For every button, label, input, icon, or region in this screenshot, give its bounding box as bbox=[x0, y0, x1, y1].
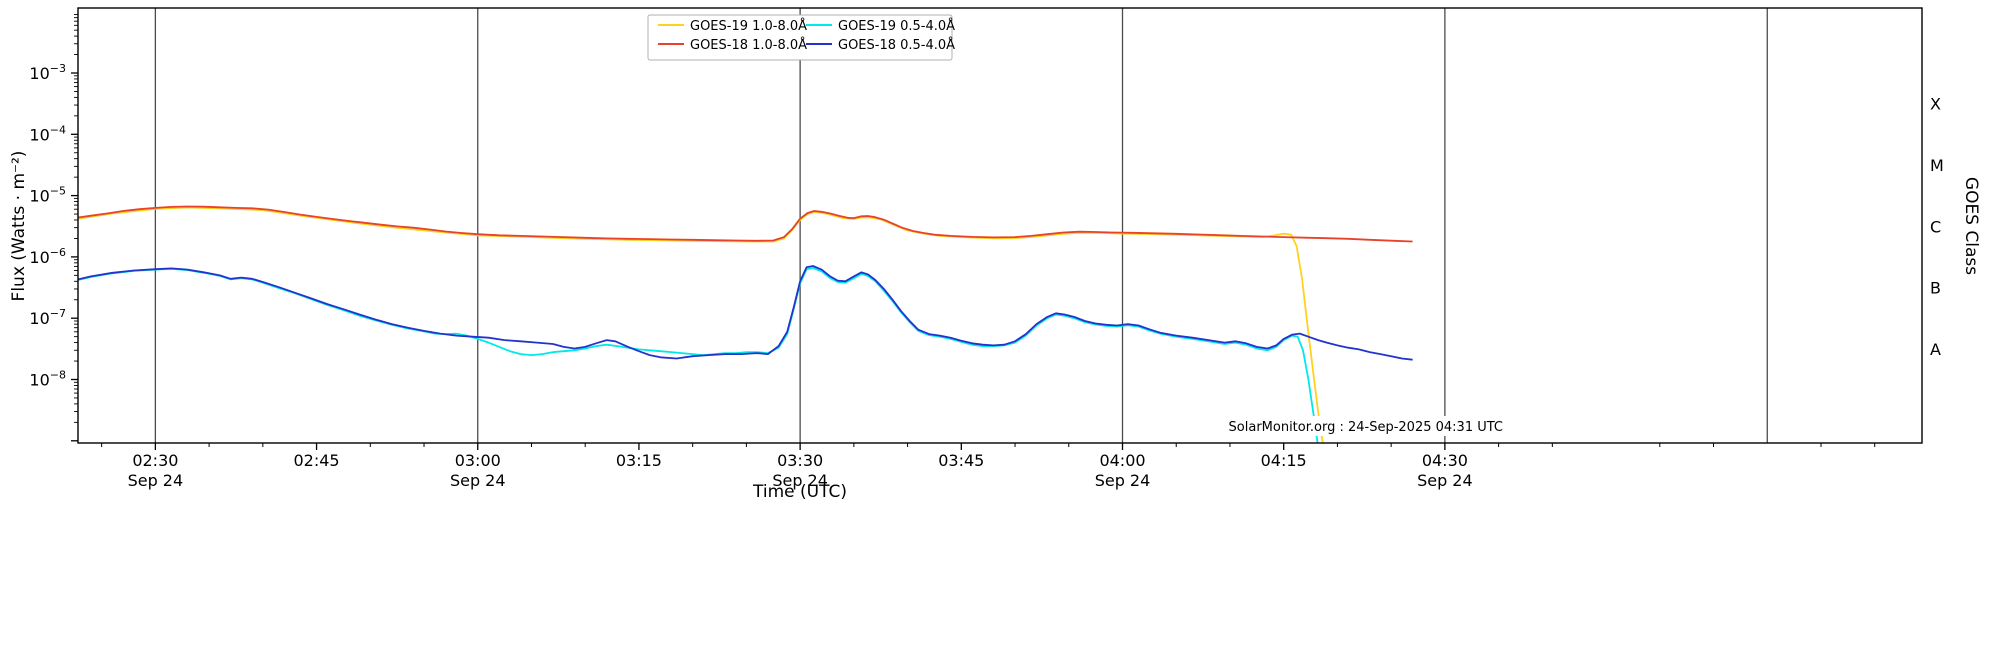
x-tick-date-03-00: Sep 24 bbox=[450, 471, 506, 490]
x-tick-label-03-45: 03:45 bbox=[938, 451, 984, 470]
goes-class-label-m: M bbox=[1930, 156, 1944, 175]
y-tick-label-1e-4: 10−4 bbox=[29, 123, 66, 144]
y-tick-label-1e-8: 10−8 bbox=[29, 369, 66, 390]
x-tick-label-03-30: 03:30 bbox=[777, 451, 823, 470]
x-tick-label-03-00: 03:00 bbox=[455, 451, 501, 470]
legend-label-goes-18-0-5-4-0: GOES-18 0.5-4.0Å bbox=[838, 37, 955, 53]
legend-label-goes-19-1-0-8-0: GOES-19 1.0-8.0Å bbox=[690, 18, 807, 34]
x-tick-date-02-30: Sep 24 bbox=[128, 471, 184, 490]
y-tick-label-1e-5: 10−5 bbox=[29, 185, 66, 206]
y-axis-title: Flux (Watts · m⁻²) bbox=[9, 151, 29, 302]
legend-label-goes-19-0-5-4-0: GOES-19 0.5-4.0Å bbox=[838, 18, 955, 34]
x-tick-label-04-30: 04:30 bbox=[1422, 451, 1468, 470]
legend-box bbox=[647, 14, 953, 61]
x-tick-label-02-30: 02:30 bbox=[132, 451, 178, 470]
series-goes-19-1-0-8-0 bbox=[78, 206, 1324, 443]
x-tick-date-04-30: Sep 24 bbox=[1417, 471, 1473, 490]
y-tick-label-1e-6: 10−6 bbox=[29, 246, 66, 267]
x-tick-label-04-15: 04:15 bbox=[1261, 451, 1307, 470]
x-tick-label-02-45: 02:45 bbox=[294, 451, 340, 470]
x-tick-label-03-15: 03:15 bbox=[616, 451, 662, 470]
solarmonitor-annotation: SolarMonitor.org : 24-Sep-2025 04:31 UTC bbox=[1229, 420, 1503, 435]
goes-class-label-c: C bbox=[1930, 217, 1941, 236]
goes-class-label-x: X bbox=[1930, 95, 1941, 114]
goes-class-label-b: B bbox=[1930, 279, 1941, 298]
legend-label-goes-18-1-0-8-0: GOES-18 1.0-8.0Å bbox=[690, 37, 807, 53]
x-tick-label-04-00: 04:00 bbox=[1099, 451, 1145, 470]
series-goes-19-0-5-4-0 bbox=[78, 267, 1319, 443]
x-tick-date-04-00: Sep 24 bbox=[1095, 471, 1151, 490]
y-tick-label-1e-7: 10−7 bbox=[29, 307, 66, 328]
goes-class-label-a: A bbox=[1930, 340, 1941, 359]
annotation-background bbox=[1238, 416, 1510, 436]
y-axis-title-right: GOES Class bbox=[1961, 177, 1981, 275]
x-tick-date-03-30: Sep 24 bbox=[772, 471, 828, 490]
y-tick-label-1e-3: 10−3 bbox=[29, 62, 66, 83]
axes-spines bbox=[77, 7, 1923, 444]
x-axis-title: Time (UTC) bbox=[752, 482, 847, 502]
legend: GOES-19 1.0-8.0Å GOES-18 1.0-8.0Å GOES-19 … bbox=[647, 14, 955, 61]
series-goes-18-0-5-4-0 bbox=[78, 265, 1413, 361]
series-goes-18-1-0-8-0 bbox=[78, 205, 1413, 243]
